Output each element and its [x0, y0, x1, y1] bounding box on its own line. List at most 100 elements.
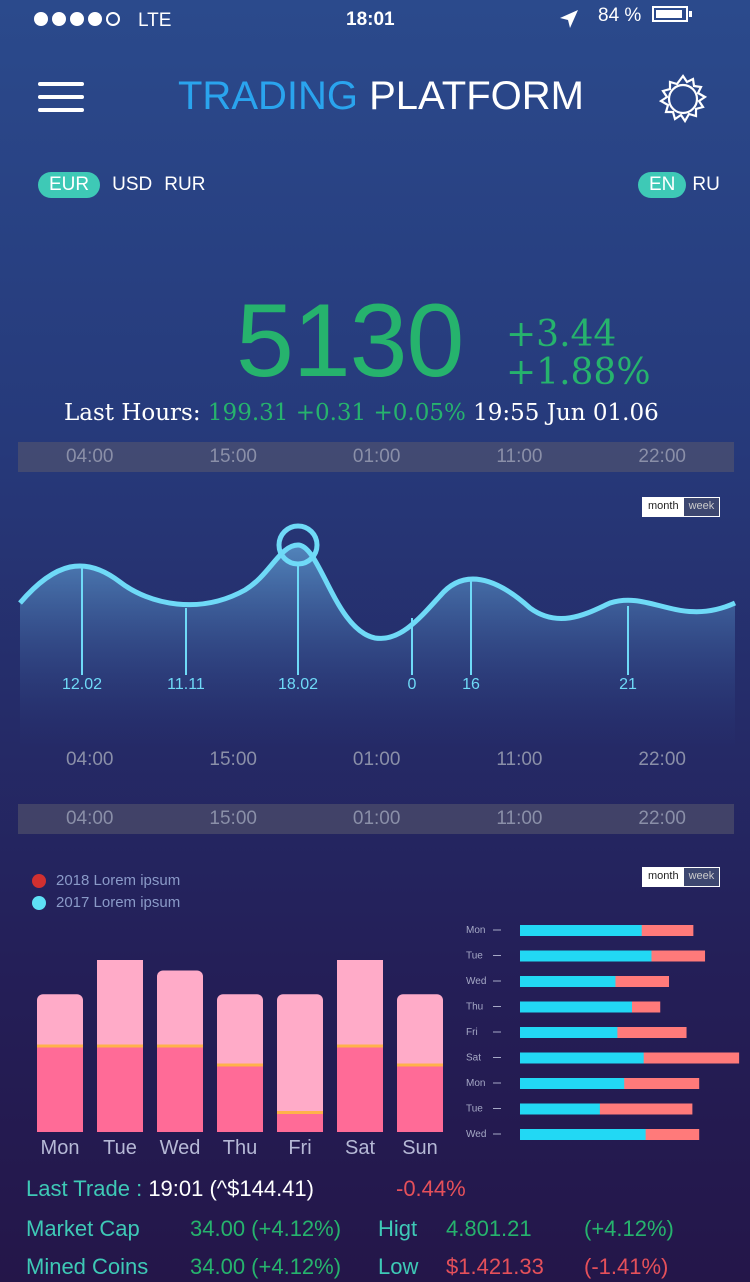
hbar-segment-base[interactable]: [520, 1027, 618, 1038]
line-chart-line: [18, 542, 737, 641]
currency-eur-button[interactable]: EUR: [38, 172, 101, 198]
bar-top-segment[interactable]: [277, 994, 323, 1132]
time-axis-middle: 04:00 15:00 01:00 11:00 22:00: [18, 745, 734, 775]
hbar-category-label: Wed: [466, 976, 486, 987]
price-change: +3.44 +1.88%: [506, 316, 651, 392]
hbar-category-label: Tue: [466, 1104, 483, 1115]
time-tick: 22:00: [638, 749, 686, 770]
hbar-segment-base[interactable]: [520, 1001, 632, 1013]
market-cap-label: Market Cap: [26, 1216, 140, 1241]
bar-bottom-segment[interactable]: [337, 1046, 383, 1133]
bar-category-label: Sun: [402, 1137, 438, 1159]
bar-bottom-segment[interactable]: [37, 1046, 83, 1133]
time-tick: 01:00: [352, 446, 401, 467]
hbar-category-label: Wed: [466, 1129, 486, 1140]
legend-item-2018: 2018 Lorem ipsum: [32, 870, 180, 892]
bar-separator: [157, 1044, 203, 1048]
hbar-segment-base[interactable]: [520, 1129, 646, 1140]
hbar-segment-base[interactable]: [520, 950, 652, 962]
toggle-week[interactable]: week: [683, 868, 720, 886]
legend-label: 2017 Lorem ipsum: [56, 894, 181, 911]
toggle-week[interactable]: week: [683, 498, 720, 516]
high-label: Higt: [378, 1216, 418, 1241]
location-arrow-icon: [558, 8, 580, 36]
hbar-segment-base[interactable]: [520, 1052, 644, 1064]
battery-percent: 84 %: [598, 5, 642, 26]
hbar-segment-base[interactable]: [520, 925, 642, 936]
bar-bottom-segment[interactable]: [217, 1065, 263, 1133]
currency-usd-button[interactable]: USD: [112, 174, 153, 195]
bar-category-label: Tue: [103, 1137, 137, 1159]
toggle-month[interactable]: month: [643, 868, 684, 886]
time-axis-top[interactable]: 04:00 15:00 01:00 11:00 22:00: [18, 442, 734, 472]
last-hours-time: 19:55 Jun 01.06: [473, 400, 659, 426]
mined-coins-value: 34.00 (+4.12%): [190, 1254, 342, 1279]
point-label: 16: [462, 676, 480, 693]
legend-dot: [32, 874, 46, 888]
hbar-category-label: Fri: [466, 1027, 478, 1038]
last-hours-values: 199.31 +0.31 +0.05%: [207, 400, 466, 426]
high-change: (+4.12%): [584, 1216, 674, 1241]
time-tick: 22:00: [638, 808, 686, 829]
last-hours-summary: Last Hours: 199.31 +0.31 +0.05% 19:55 Ju…: [64, 400, 659, 426]
line-chart: 12.02 11.11 18.02 0 16 21: [18, 523, 737, 750]
bar-separator: [97, 1044, 143, 1048]
legend-label: 2018 Lorem ipsum: [56, 872, 181, 889]
bar-separator: [277, 1111, 323, 1114]
hbar-category-label: Mon: [466, 1078, 485, 1089]
last-trade-change: -0.44%: [396, 1176, 466, 1201]
status-bar: LTE 18:01 84 %: [0, 5, 750, 36]
market-cap-value: 34.00 (+4.12%): [190, 1216, 342, 1241]
period-toggle-bottom: month week: [642, 867, 721, 887]
last-trade-label: Last Trade :: [26, 1176, 143, 1201]
time-tick: 11:00: [496, 808, 543, 829]
point-label: 18.02: [278, 676, 318, 693]
daily-horizontal-bar-chart: Mon Tue Wed Thu Fri Sat Mon Tue Wed: [466, 925, 740, 1140]
hbar-segment-base[interactable]: [520, 1103, 600, 1115]
bar-separator: [37, 1044, 83, 1048]
low-value: $1.421.33: [446, 1254, 544, 1279]
language-en-button[interactable]: EN: [638, 172, 687, 198]
time-tick: 04:00: [65, 808, 114, 829]
hbar-segment-total[interactable]: [520, 1103, 693, 1115]
bar-category-label: Sat: [345, 1137, 375, 1159]
bar-bottom-segment[interactable]: [397, 1065, 443, 1133]
hbar-category-label: Sat: [466, 1053, 481, 1064]
period-toggle-top: month week: [642, 497, 721, 517]
hbar-category-label: Mon: [466, 925, 485, 936]
toggle-month[interactable]: month: [643, 498, 684, 516]
bar-bottom-segment[interactable]: [277, 1113, 323, 1132]
price-value: 5130: [236, 283, 464, 399]
bar-category-label: Fri: [288, 1137, 311, 1159]
bar-bottom-segment[interactable]: [157, 1046, 203, 1133]
hbar-segment-base[interactable]: [520, 976, 616, 987]
clock: 18:01: [346, 9, 395, 30]
bar-separator: [337, 1044, 383, 1048]
time-tick: 11:00: [496, 446, 543, 467]
title-platform: PLATFORM: [369, 74, 584, 118]
carrier-label: LTE: [138, 10, 172, 31]
hbar-category-label: Tue: [466, 951, 483, 962]
language-ru-button[interactable]: RU: [692, 174, 720, 195]
time-tick: 04:00: [65, 446, 114, 467]
time-axis-bottom[interactable]: 04:00 15:00 01:00 11:00 22:00: [18, 804, 734, 834]
chart-legend: 2018 Lorem ipsum 2017 Lorem ipsum: [32, 870, 180, 914]
hbar-segment-base[interactable]: [520, 1078, 625, 1089]
time-tick: 11:00: [496, 749, 543, 770]
settings-gear-icon[interactable]: [656, 72, 710, 126]
bar-category-label: Thu: [223, 1137, 257, 1159]
price-change-pct: +1.88%: [506, 352, 651, 393]
bar-separator: [397, 1063, 443, 1067]
point-label: 0: [408, 676, 417, 693]
time-tick: 15:00: [209, 749, 257, 770]
language-selector: EN RU: [638, 172, 720, 198]
weekly-bar-chart: Mon Tue Wed Thu Fri Sat Sun: [37, 960, 443, 1159]
bar-bottom-segment[interactable]: [97, 1046, 143, 1133]
title-trading: TRADING: [178, 74, 358, 118]
hamburger-menu-button[interactable]: [38, 82, 84, 114]
line-chart-area: [20, 545, 735, 750]
time-tick: 15:00: [209, 446, 257, 467]
time-tick: 22:00: [638, 446, 686, 467]
low-label: Low: [378, 1254, 419, 1279]
currency-rur-button[interactable]: RUR: [164, 174, 206, 195]
